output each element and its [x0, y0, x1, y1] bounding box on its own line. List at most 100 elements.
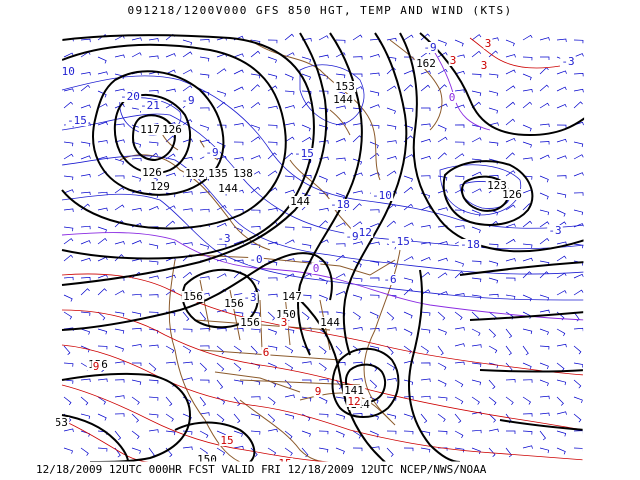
- wind-barb: [335, 73, 346, 79]
- height-contour-label-backdrop: [138, 124, 162, 135]
- height-contour-label-backdrop: [500, 189, 524, 200]
- wind-barb: [454, 327, 465, 331]
- wind-barb: [539, 412, 550, 417]
- height-contour-label-backdrop: [222, 298, 246, 309]
- wind-barb: [573, 273, 584, 279]
- wind-barb: [556, 155, 567, 160]
- wind-barb: [335, 157, 346, 162]
- wind-barb: [284, 273, 295, 279]
- height-contour-label-backdrop: [485, 180, 509, 191]
- wind-barb: [556, 447, 566, 455]
- wind-barb: [505, 447, 512, 458]
- wind-barb: [97, 288, 107, 296]
- wind-barb: [318, 107, 329, 113]
- wind-barb: [420, 430, 431, 436]
- wind-barb: [369, 379, 378, 389]
- wind-barb: [420, 256, 431, 262]
- wind-barb: [454, 54, 465, 58]
- wind-barb: [420, 70, 431, 75]
- wind-barb: [437, 272, 448, 279]
- wind-barb: [539, 37, 550, 41]
- wind-barb: [573, 73, 584, 77]
- wind-barb: [97, 140, 108, 144]
- wind-barb: [454, 89, 465, 93]
- wind-barb: [284, 52, 295, 58]
- wind-barb: [522, 56, 533, 61]
- wind-barb: [437, 396, 448, 401]
- wind-barb: [114, 139, 125, 143]
- wind-barb: [454, 104, 465, 109]
- wind-barb: [318, 175, 328, 183]
- wind-barb: [216, 396, 226, 405]
- wind-barb: [114, 290, 125, 296]
- isotherm-label: -15: [390, 235, 410, 248]
- wind-barb: [369, 277, 380, 281]
- isotherm-label: -15: [67, 114, 87, 127]
- wind-barb: [437, 175, 448, 181]
- isotherm-label: 3: [481, 59, 488, 72]
- wind-barb: [488, 447, 496, 457]
- wind-barb: [318, 220, 328, 228]
- wind-barb: [437, 328, 447, 336]
- wind-barb: [182, 242, 193, 246]
- wind-barb: [114, 54, 125, 58]
- height-contour-label-backdrop: [206, 168, 230, 179]
- isotherm-label: 3: [450, 54, 457, 67]
- wind-barb: [267, 277, 278, 281]
- wind-barb: [421, 107, 431, 111]
- wind-barb: [573, 362, 584, 368]
- wind-barb: [471, 411, 482, 416]
- wind-barb: [522, 413, 533, 417]
- wind-barb: [420, 271, 431, 279]
- wind-barb: [250, 186, 261, 194]
- wind-barb: [420, 447, 431, 453]
- wind-barb: [522, 220, 533, 228]
- wind-barb: [556, 362, 565, 372]
- wind-barb: [420, 241, 431, 246]
- isotherm-label-backdrop: [313, 386, 323, 397]
- wind-barb: [386, 170, 397, 177]
- boundary-us-canada: [189, 254, 396, 276]
- wind-barb: [488, 260, 499, 267]
- wind-barb: [318, 447, 329, 453]
- wind-barb: [216, 309, 227, 313]
- height-contour-label: 150: [197, 453, 217, 466]
- wind-barb: [386, 124, 397, 130]
- wind-barb: [454, 430, 464, 439]
- wind-barb: [148, 205, 159, 211]
- wind-barb: [454, 175, 465, 180]
- wind-barb: [522, 101, 533, 109]
- wind-barb: [318, 73, 329, 80]
- wind-barb: [352, 241, 363, 245]
- wind-barb: [318, 362, 327, 371]
- wind-barb: [437, 311, 446, 321]
- wind-barb: [318, 378, 329, 383]
- wind-barb: [539, 271, 549, 279]
- isotherm-label-backdrop: [448, 55, 458, 66]
- isotherm-label: 0: [449, 91, 456, 104]
- wind-barb: [505, 54, 516, 58]
- wind-barb: [556, 255, 567, 262]
- isotherm-label-backdrop: [458, 239, 482, 250]
- wind-barb: [573, 172, 584, 177]
- wind-barb: [199, 276, 210, 280]
- wind-barb: [165, 430, 176, 436]
- wind-barb: [420, 362, 431, 366]
- isotherm-label: -9: [181, 94, 194, 107]
- isotherm-label-backdrop: [311, 263, 321, 274]
- wind-barb: [386, 377, 397, 382]
- wind-barb: [556, 343, 567, 348]
- wind-barb: [284, 189, 295, 194]
- wind-barb: [165, 205, 176, 211]
- wind-barb: [437, 69, 448, 75]
- height-contour-label-backdrop: [280, 291, 304, 302]
- height-contour-label: 126: [162, 123, 182, 136]
- wind-barb: [437, 136, 448, 143]
- wind-barb: [131, 207, 142, 212]
- wind-barb: [386, 447, 394, 457]
- wind-barb: [165, 220, 176, 228]
- wind-barb: [386, 155, 397, 160]
- wind-barb: [97, 121, 108, 126]
- wind-barb: [573, 447, 584, 452]
